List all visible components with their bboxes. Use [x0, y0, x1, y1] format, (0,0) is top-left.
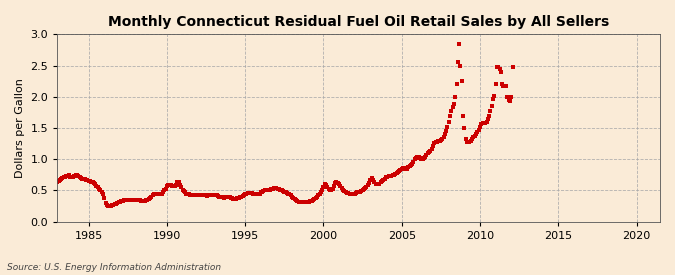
Y-axis label: Dollars per Gallon: Dollars per Gallon — [15, 78, 25, 178]
Text: Source: U.S. Energy Information Administration: Source: U.S. Energy Information Administ… — [7, 263, 221, 272]
Title: Monthly Connecticut Residual Fuel Oil Retail Sales by All Sellers: Monthly Connecticut Residual Fuel Oil Re… — [108, 15, 610, 29]
